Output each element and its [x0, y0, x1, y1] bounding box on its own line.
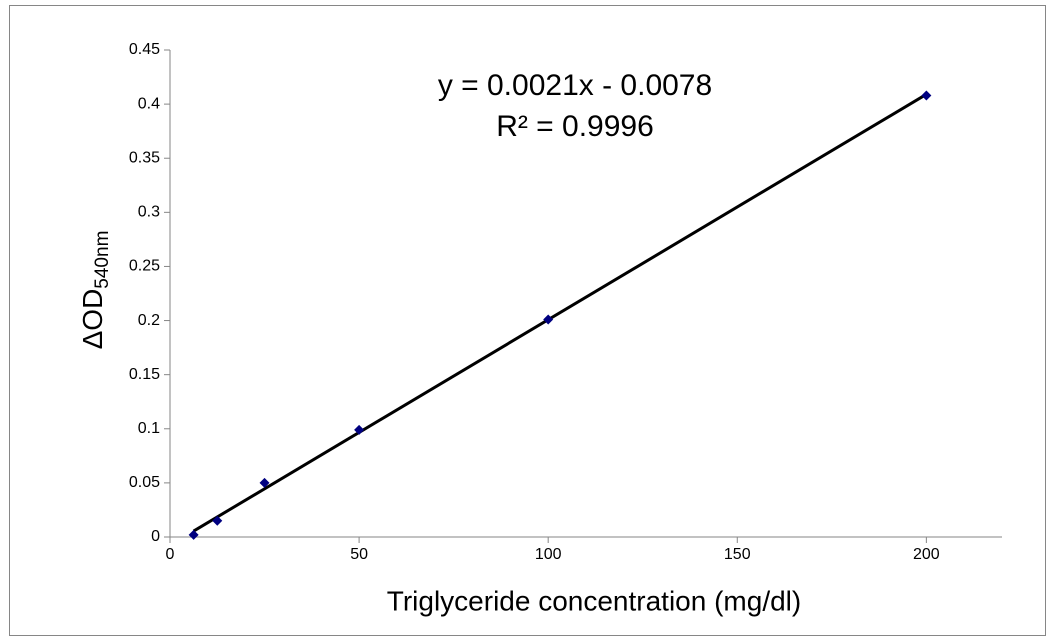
- y-tick-label: 0.2: [138, 312, 160, 329]
- data-point: [188, 529, 199, 540]
- x-tick-label: 50: [350, 546, 368, 563]
- data-point: [259, 477, 270, 488]
- data-point: [354, 424, 365, 435]
- trendline: [192, 93, 928, 533]
- data-point: [543, 314, 554, 325]
- y-tick-label: 0.45: [129, 41, 160, 58]
- r-squared: R² = 0.9996: [496, 110, 654, 143]
- x-tick-label: 100: [535, 546, 562, 563]
- x-tick-label: 150: [724, 546, 751, 563]
- chart-frame: [9, 5, 1046, 636]
- x-tick-label: 0: [166, 546, 175, 563]
- y-axis-title: ΔOD540nm: [77, 231, 113, 350]
- y-axis-title-subscript: 540nm: [92, 231, 113, 289]
- x-tick-label: 200: [913, 546, 940, 563]
- y-tick-label: 0.25: [129, 258, 160, 275]
- equation: y = 0.0021x - 0.0078: [438, 69, 712, 102]
- data-point: [212, 515, 223, 526]
- y-tick-label: 0.15: [129, 366, 160, 383]
- y-tick-label: 0.3: [138, 204, 160, 221]
- y-tick-label: 0: [151, 528, 160, 545]
- data-point: [921, 90, 932, 101]
- x-axis-title: Triglyceride concentration (mg/dl): [387, 585, 801, 616]
- y-tick-label: 0.4: [138, 95, 160, 112]
- y-axis-title-main: ΔOD: [77, 289, 108, 350]
- y-tick-label: 0.05: [129, 474, 160, 491]
- y-tick-label: 0.1: [138, 420, 160, 437]
- y-tick-label: 0.35: [129, 149, 160, 166]
